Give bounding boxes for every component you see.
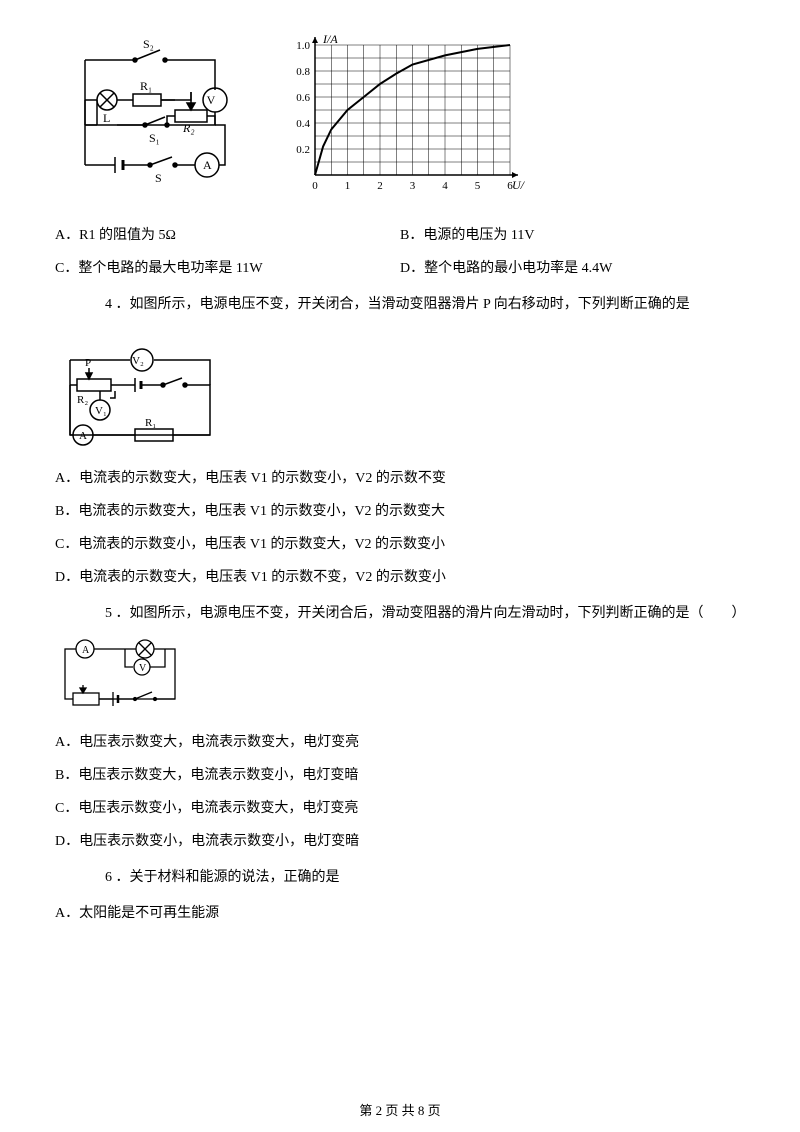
q3-iv-graph: 01234560.20.40.60.81.0I/AU/V [275,30,525,200]
q3-circuit-diagram: S₂ V R₁ R₂ L S₁ S A [55,30,245,190]
q4-label-v2: V₂ [132,355,144,367]
svg-text:4: 4 [442,180,448,192]
svg-text:0: 0 [312,180,318,192]
q4-label-v1: V₁ [95,405,107,417]
svg-text:0.4: 0.4 [296,118,310,130]
q3-option-b: B．电源的电压为 11V [400,225,745,246]
q4-option-a: A．电流表的示数变大，电压表 V1 的示数变小，V2 的示数不变 [55,468,745,489]
svg-text:I/A: I/A [322,32,338,46]
label-s: S [155,171,162,185]
q5-option-c: C．电压表示数变小，电流表示数变大，电灯变亮 [55,798,745,819]
q3-figure-row: S₂ V R₁ R₂ L S₁ S A 01234560.20.40.60.81… [55,30,745,200]
page-footer: 第 2 页 共 8 页 [0,1101,800,1121]
svg-text:1: 1 [345,180,351,192]
q5-option-b: B．电压表示数变大，电流表示数变小，电灯变暗 [55,765,745,786]
svg-text:3: 3 [410,180,416,192]
q4-option-d: D．电流表的示数变大，电压表 V1 的示数不变，V2 的示数变小 [55,567,745,588]
q4-label-r2: R₂ [77,394,88,406]
q5-option-a: A．电压表示数变大，电流表示数变大，电灯变亮 [55,732,745,753]
q3-option-d: D．整个电路的最小电功率是 4.4W [400,258,745,279]
label-r1: R₁ [140,79,152,93]
q4-stem: 4 ．如图所示，电源电压不变，开关闭合，当滑动变阻器滑片 P 向右移动时，下列判… [105,294,745,315]
q5-option-d: D．电压表示数变小，电流表示数变小，电灯变暗 [55,831,745,852]
label-s2: S₂ [143,37,154,51]
q6-option-a: A．太阳能是不可再生能源 [55,903,745,924]
svg-text:0.8: 0.8 [296,66,310,78]
q3-options-row2: C．整个电路的最大电功率是 11W D．整个电路的最小电功率是 4.4W [55,258,745,279]
label-a: A [203,158,212,172]
svg-text:5: 5 [475,180,481,192]
q3-option-a: A．R1 的阻值为 5Ω [55,225,400,246]
q3-options-row1: A．R1 的阻值为 5Ω B．电源的电压为 11V [55,225,745,246]
q5-circuit-diagram: A V [55,639,745,714]
svg-text:U/V: U/V [512,178,525,192]
label-l: L [103,111,110,125]
q5-stem: 5 ．如图所示，电源电压不变，开关闭合后，滑动变阻器的滑片向左滑动时，下列判断正… [105,603,745,624]
q6-stem: 6 ．关于材料和能源的说法，正确的是 [105,867,745,888]
label-s1: S₁ [149,131,160,145]
q3-option-c: C．整个电路的最大电功率是 11W [55,258,400,279]
svg-text:2: 2 [377,180,383,192]
q4-option-b: B．电流表的示数变大，电压表 V1 的示数变小，V2 的示数变大 [55,501,745,522]
q5-label-a: A [82,645,90,656]
svg-text:0.6: 0.6 [296,92,310,104]
q4-label-r1: R₁ [145,417,156,429]
q4-label-a: A [79,430,87,442]
q4-label-p: P [85,357,91,369]
q4-option-c: C．电流表的示数变小，电压表 V1 的示数变大，V2 的示数变小 [55,534,745,555]
q5-label-v: V [139,663,147,674]
label-r2: R₂ [182,121,195,135]
q4-circuit-diagram: P R₂ V₂ V₁ A R₁ [55,330,745,450]
svg-text:0.2: 0.2 [296,144,310,156]
svg-text:1.0: 1.0 [296,40,310,52]
label-v: V [207,93,216,107]
